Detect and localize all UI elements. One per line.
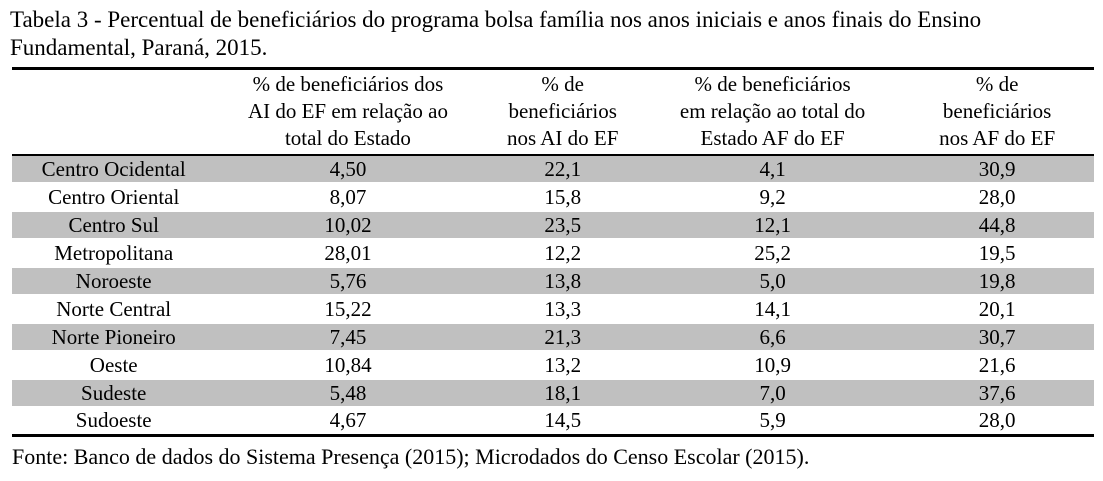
table-row: Sudoeste 4,67 14,5 5,9 28,0 bbox=[12, 407, 1094, 435]
table-row: Centro Oriental 8,07 15,8 9,2 28,0 bbox=[12, 183, 1094, 213]
value-cell: 4,1 bbox=[644, 155, 901, 185]
col-header-pct-af-estado: % de beneficiários em relação ao total d… bbox=[644, 68, 901, 157]
col-header-pct-ai-estado: % de beneficiários dos AI do EF em relaç… bbox=[215, 68, 481, 157]
header-line: % de beneficiários bbox=[694, 72, 851, 97]
value-cell: 37,6 bbox=[900, 379, 1094, 409]
value-cell: 14,1 bbox=[644, 295, 901, 325]
region-cell: Sudeste bbox=[12, 379, 216, 409]
header-line: beneficiários bbox=[508, 99, 617, 124]
value-cell: 5,0 bbox=[644, 267, 901, 297]
header-line: em relação ao total do bbox=[679, 99, 866, 124]
header-line: AI do EF em relação ao bbox=[247, 99, 448, 124]
value-cell: 22,1 bbox=[480, 155, 645, 185]
value-cell: 21,3 bbox=[480, 323, 645, 353]
value-cell: 18,1 bbox=[480, 379, 645, 409]
header-line: total do Estado bbox=[284, 126, 411, 151]
region-cell: Norte Pioneiro bbox=[12, 323, 216, 353]
value-cell: 15,22 bbox=[215, 295, 481, 325]
value-cell: 5,9 bbox=[759, 408, 786, 433]
value-cell: 12,2 bbox=[480, 239, 645, 269]
header-line: Estado AF do EF bbox=[700, 126, 845, 151]
value-cell: 7,0 bbox=[644, 379, 901, 409]
value-cell: 7,45 bbox=[215, 323, 481, 353]
value-cell: 19,5 bbox=[900, 239, 1094, 269]
value-cell: 10,84 bbox=[215, 351, 481, 381]
col-header-pct-nos-af: % de beneficiários nos AF do EF bbox=[900, 68, 1094, 157]
value-cell: 30,9 bbox=[900, 155, 1094, 185]
value-cell: 20,1 bbox=[900, 295, 1094, 325]
value-cell: 23,5 bbox=[480, 211, 645, 241]
region-cell: Oeste bbox=[12, 351, 216, 381]
table-row: Centro Sul 10,02 23,5 12,1 44,8 bbox=[12, 211, 1094, 241]
region-cell: Centro Ocidental bbox=[12, 155, 216, 185]
col-header-region bbox=[12, 68, 216, 157]
region-cell: Centro Oriental bbox=[12, 183, 216, 213]
beneficiaries-table: % de beneficiários dos AI do EF em relaç… bbox=[12, 67, 1094, 437]
value-cell: 10,02 bbox=[215, 211, 481, 241]
value-cell: 13,8 bbox=[480, 267, 645, 297]
table-body: Centro Ocidental 4,50 22,1 4,1 30,9 Cent… bbox=[12, 155, 1094, 435]
value-cell: 12,1 bbox=[644, 211, 901, 241]
value-cell: 30,7 bbox=[900, 323, 1094, 353]
region-cell: Metropolitana bbox=[12, 239, 216, 269]
table-row: Centro Ocidental 4,50 22,1 4,1 30,9 bbox=[12, 155, 1094, 185]
value-cell: 28,01 bbox=[215, 239, 481, 269]
header-line: % de bbox=[541, 72, 584, 97]
region-cell: Noroeste bbox=[12, 267, 216, 297]
value-cell: 13,2 bbox=[480, 351, 645, 381]
value-cell: 13,3 bbox=[480, 295, 645, 325]
value-cell: 4,50 bbox=[215, 155, 481, 185]
table-row: Norte Pioneiro 7,45 21,3 6,6 30,7 bbox=[12, 323, 1094, 353]
header-line: % de bbox=[975, 72, 1019, 97]
region-cell: Norte Central bbox=[12, 295, 216, 325]
header-line: nos AF do EF bbox=[939, 126, 1056, 151]
header-line: % de beneficiários dos bbox=[252, 72, 444, 97]
value-cell: 9,2 bbox=[644, 183, 901, 213]
value-cell: 5,48 bbox=[215, 379, 481, 409]
value-cell: 28,0 bbox=[978, 408, 1016, 433]
table-row: Sudeste 5,48 18,1 7,0 37,6 bbox=[12, 379, 1094, 409]
table-row: Noroeste 5,76 13,8 5,0 19,8 bbox=[12, 267, 1094, 297]
table-row: Norte Central 15,22 13,3 14,1 20,1 bbox=[12, 295, 1094, 325]
value-cell: 5,76 bbox=[215, 267, 481, 297]
region-cell: Sudoeste bbox=[75, 408, 152, 433]
value-cell: 6,6 bbox=[644, 323, 901, 353]
table-row: Metropolitana 28,01 12,2 25,2 19,5 bbox=[12, 239, 1094, 269]
value-cell: 25,2 bbox=[644, 239, 901, 269]
header-line: nos AI do EF bbox=[506, 126, 619, 151]
source-note: Fonte: Banco de dados do Sistema Presenç… bbox=[12, 443, 810, 469]
col-header-pct-nos-ai: % de beneficiários nos AI do EF bbox=[480, 68, 645, 157]
value-cell: 44,8 bbox=[900, 211, 1094, 241]
value-cell: 21,6 bbox=[900, 351, 1094, 381]
value-cell: 19,8 bbox=[900, 267, 1094, 297]
value-cell: 10,9 bbox=[644, 351, 901, 381]
value-cell: 14,5 bbox=[544, 408, 582, 433]
value-cell: 8,07 bbox=[215, 183, 481, 213]
header-line: beneficiários bbox=[942, 99, 1052, 124]
table-header: % de beneficiários dos AI do EF em relaç… bbox=[12, 68, 1094, 157]
table-title: Tabela 3 - Percentual de beneficiários d… bbox=[10, 7, 982, 61]
value-cell: 4,67 bbox=[329, 408, 367, 433]
region-cell: Centro Sul bbox=[12, 211, 216, 241]
value-cell: 15,8 bbox=[480, 183, 645, 213]
table-row: Oeste 10,84 13,2 10,9 21,6 bbox=[12, 351, 1094, 381]
value-cell: 28,0 bbox=[900, 183, 1094, 213]
header-row: % de beneficiários dos AI do EF em relaç… bbox=[12, 68, 1094, 157]
